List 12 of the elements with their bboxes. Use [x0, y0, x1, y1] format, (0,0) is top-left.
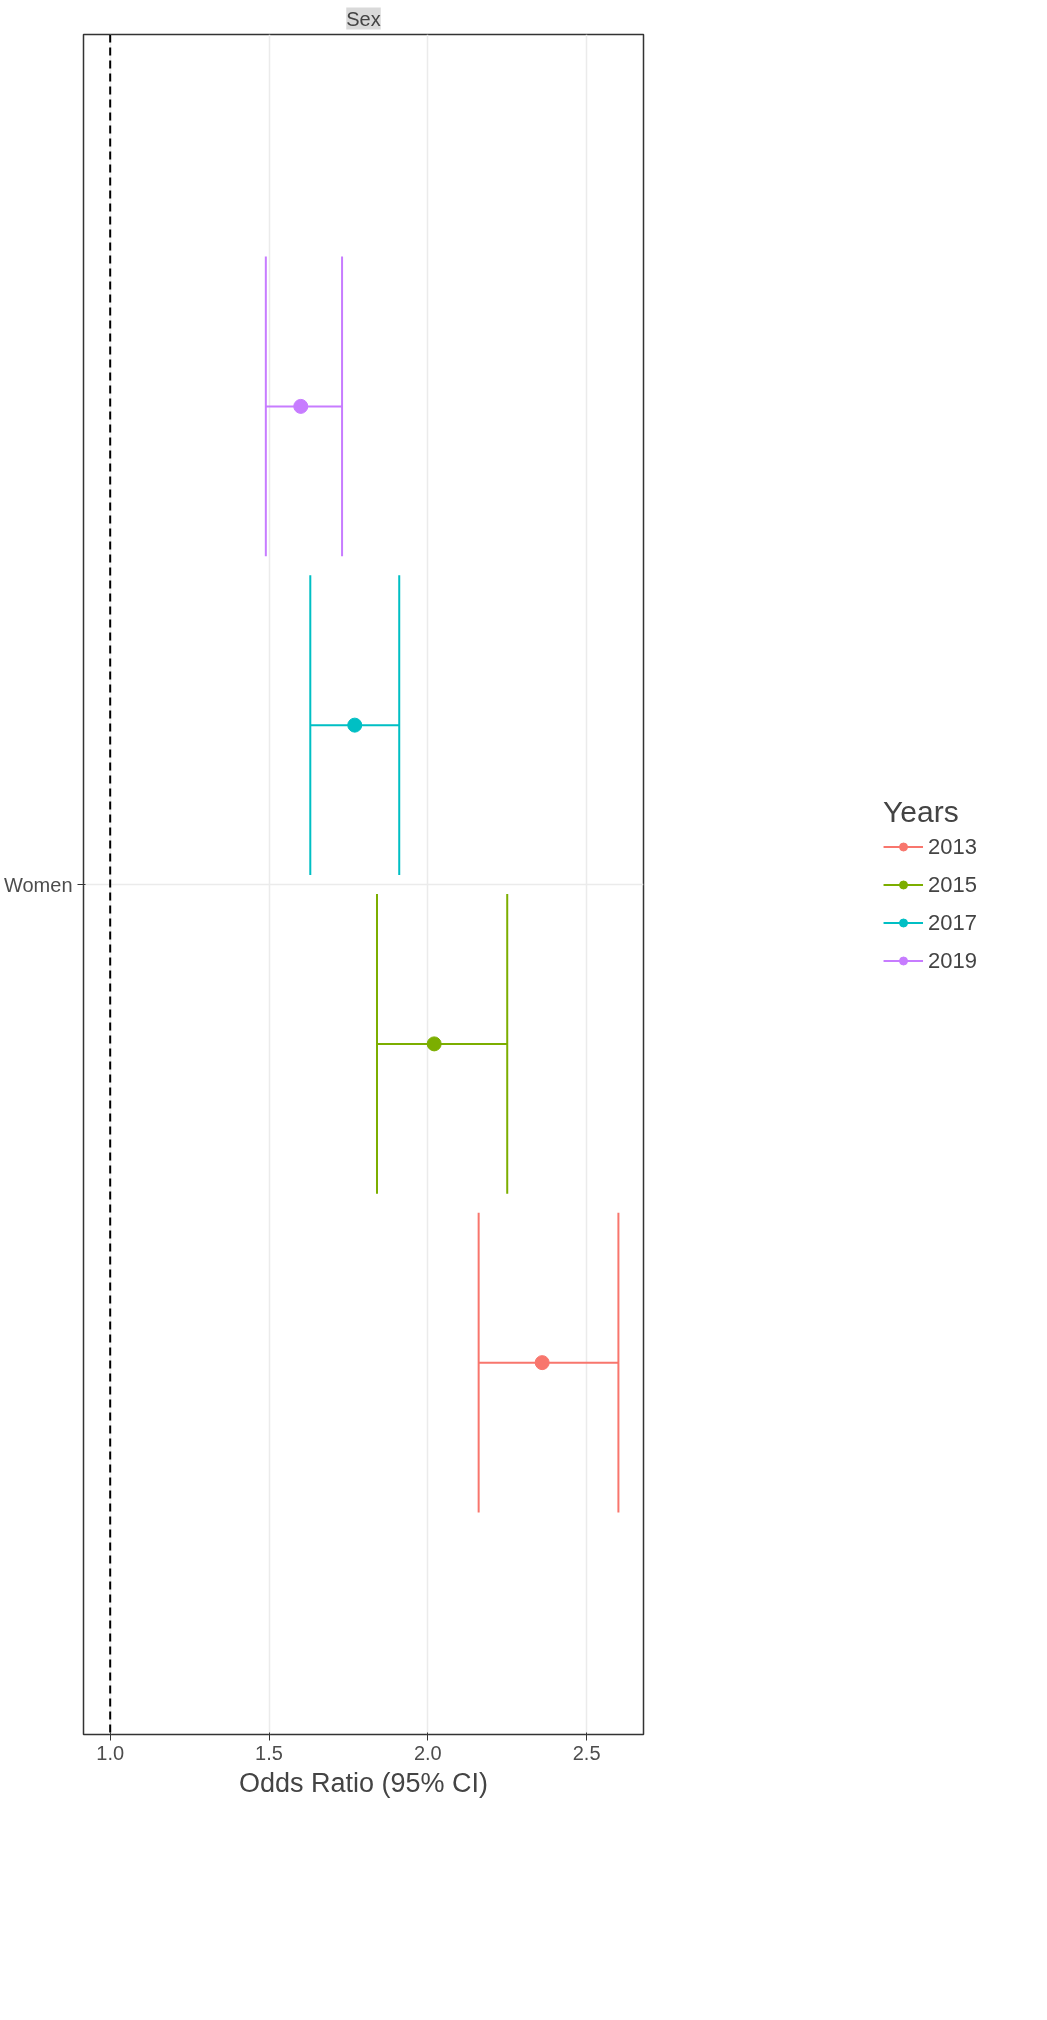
x-tick-label: 1.5: [255, 1741, 283, 1764]
legend-label: 2015: [928, 871, 977, 898]
x-axis-title: Odds Ratio (95% CI): [238, 1767, 489, 1798]
x-tick-label: 2.0: [413, 1741, 442, 1764]
legend-label: 2019: [928, 947, 977, 974]
legend-label: 2013: [928, 833, 977, 860]
x-tick-label: 2.5: [572, 1741, 601, 1764]
chart-title: Sex: [346, 7, 381, 30]
legend-label: 2017: [928, 909, 977, 936]
legend-title: Years: [883, 794, 960, 829]
x-tick-label: 1.0: [96, 1741, 125, 1764]
y-tick-label: Women: [3, 873, 73, 896]
